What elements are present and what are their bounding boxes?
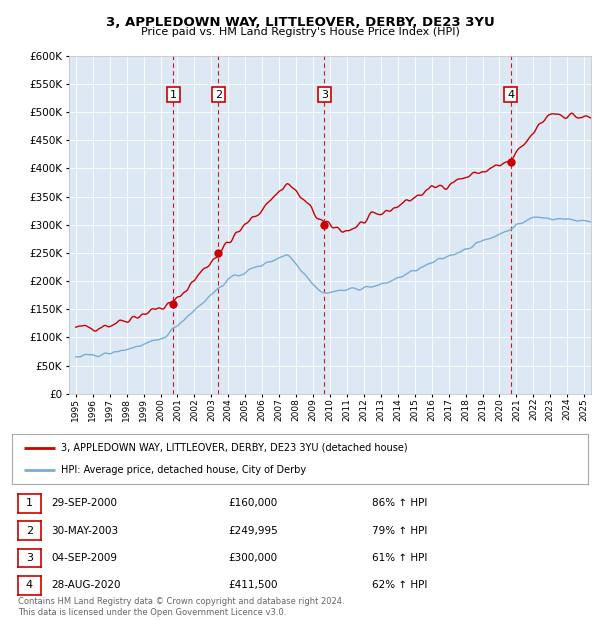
Text: 86% ↑ HPI: 86% ↑ HPI (372, 498, 427, 508)
Text: HPI: Average price, detached house, City of Derby: HPI: Average price, detached house, City… (61, 465, 306, 475)
Text: 28-AUG-2020: 28-AUG-2020 (51, 580, 121, 590)
Text: 62% ↑ HPI: 62% ↑ HPI (372, 580, 427, 590)
Text: 04-SEP-2009: 04-SEP-2009 (51, 553, 117, 563)
Text: 1: 1 (170, 90, 177, 100)
Text: 3: 3 (26, 553, 33, 563)
Text: 2: 2 (215, 90, 222, 100)
Text: 4: 4 (507, 90, 514, 100)
Text: £160,000: £160,000 (228, 498, 277, 508)
Text: 61% ↑ HPI: 61% ↑ HPI (372, 553, 427, 563)
Text: 3, APPLEDOWN WAY, LITTLEOVER, DERBY, DE23 3YU (detached house): 3, APPLEDOWN WAY, LITTLEOVER, DERBY, DE2… (61, 443, 407, 453)
Text: £300,000: £300,000 (228, 553, 277, 563)
Text: Price paid vs. HM Land Registry's House Price Index (HPI): Price paid vs. HM Land Registry's House … (140, 27, 460, 37)
Text: 4: 4 (26, 580, 33, 590)
Text: £411,500: £411,500 (228, 580, 277, 590)
Text: 79% ↑ HPI: 79% ↑ HPI (372, 526, 427, 536)
Text: 2: 2 (26, 526, 33, 536)
Text: Contains HM Land Registry data © Crown copyright and database right 2024.
This d: Contains HM Land Registry data © Crown c… (18, 598, 344, 617)
Text: 1: 1 (26, 498, 33, 508)
Text: 29-SEP-2000: 29-SEP-2000 (51, 498, 117, 508)
Text: 3, APPLEDOWN WAY, LITTLEOVER, DERBY, DE23 3YU: 3, APPLEDOWN WAY, LITTLEOVER, DERBY, DE2… (106, 16, 494, 29)
Text: 3: 3 (321, 90, 328, 100)
Text: £249,995: £249,995 (228, 526, 278, 536)
Text: 30-MAY-2003: 30-MAY-2003 (51, 526, 118, 536)
